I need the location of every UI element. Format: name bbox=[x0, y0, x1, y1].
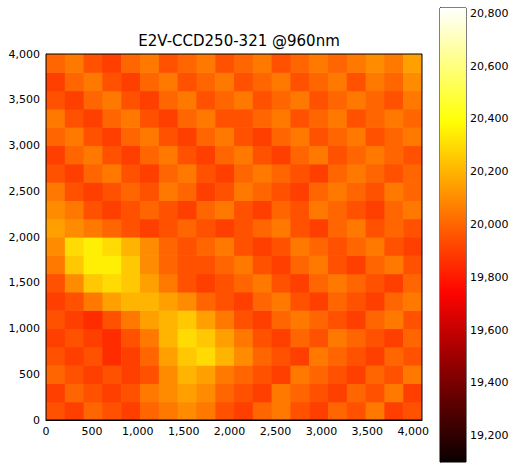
svg-text:3,500: 3,500 bbox=[9, 93, 41, 106]
svg-text:20,000: 20,000 bbox=[470, 218, 509, 231]
svg-text:0: 0 bbox=[33, 414, 40, 427]
svg-text:19,600: 19,600 bbox=[470, 324, 509, 337]
svg-text:3,000: 3,000 bbox=[9, 139, 41, 152]
svg-text:2,500: 2,500 bbox=[9, 185, 41, 198]
svg-text:20,200: 20,200 bbox=[470, 165, 509, 178]
svg-text:20,400: 20,400 bbox=[470, 112, 509, 125]
svg-text:19,400: 19,400 bbox=[470, 376, 509, 389]
svg-text:4,000: 4,000 bbox=[397, 425, 429, 438]
svg-text:3,000: 3,000 bbox=[306, 425, 338, 438]
svg-text:E2V-CCD250-321 @960nm: E2V-CCD250-321 @960nm bbox=[138, 32, 340, 50]
svg-text:19,800: 19,800 bbox=[470, 271, 509, 284]
svg-text:1,500: 1,500 bbox=[9, 276, 41, 289]
svg-text:2,000: 2,000 bbox=[9, 231, 41, 244]
svg-text:1,000: 1,000 bbox=[9, 322, 41, 335]
svg-text:1,000: 1,000 bbox=[122, 425, 154, 438]
svg-text:3,500: 3,500 bbox=[352, 425, 384, 438]
svg-text:500: 500 bbox=[81, 425, 102, 438]
svg-text:500: 500 bbox=[19, 368, 40, 381]
svg-text:1,500: 1,500 bbox=[168, 425, 200, 438]
svg-text:4,000: 4,000 bbox=[9, 48, 41, 61]
svg-text:0: 0 bbox=[43, 425, 50, 438]
svg-text:20,600: 20,600 bbox=[470, 60, 509, 73]
svg-text:2,500: 2,500 bbox=[260, 425, 292, 438]
svg-text:2,000: 2,000 bbox=[214, 425, 246, 438]
svg-text:19,200: 19,200 bbox=[470, 429, 509, 442]
svg-text:20,800: 20,800 bbox=[470, 7, 509, 20]
